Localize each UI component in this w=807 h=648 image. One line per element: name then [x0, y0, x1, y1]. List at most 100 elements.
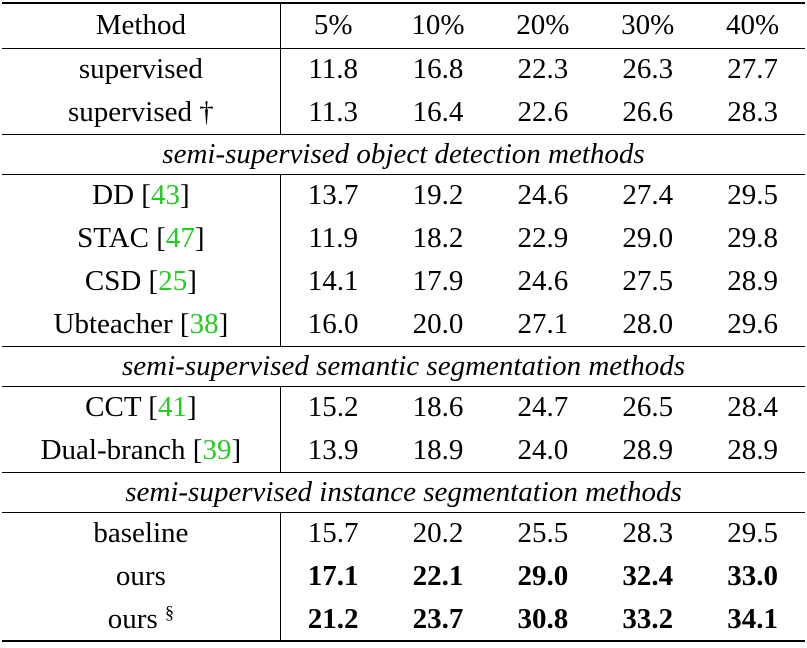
- cell: 22.6: [517, 95, 569, 128]
- method-name: STAC: [77, 222, 149, 254]
- cell: 28.9: [622, 433, 674, 466]
- section-mark: §: [164, 602, 174, 622]
- cell-bold: 29.0: [517, 560, 569, 592]
- citation-link[interactable]: 41: [157, 391, 187, 424]
- cell-bold: 22.1: [412, 560, 464, 592]
- cell: 22.9: [517, 222, 569, 254]
- cell: 27.1: [517, 307, 569, 340]
- cell: 15.7: [280, 511, 386, 555]
- cell: 27.4: [595, 173, 701, 217]
- cell-bold: 33.0: [727, 560, 778, 592]
- section-title: semi-supervised object detection methods: [2, 133, 805, 174]
- cell: 18.6: [385, 385, 491, 429]
- row-method: Ubteacher [38]: [2, 303, 281, 346]
- section-title: semi-supervised semantic segmentation me…: [2, 345, 805, 386]
- cell-bold: 33.2: [595, 598, 701, 642]
- cell: 28.4: [700, 385, 805, 429]
- header-col: 10%: [385, 2, 491, 48]
- cell: 11.9: [308, 222, 359, 254]
- header-col: 30%: [595, 2, 701, 48]
- cell: 27.7: [700, 47, 805, 91]
- cell: 13.7: [280, 173, 386, 217]
- cell: 11.3: [308, 95, 359, 128]
- cell: 29.5: [700, 511, 805, 555]
- cell-bold: 23.7: [385, 598, 491, 642]
- table-row: Ubteacher [38] 16.0 20.0 27.1 28.0 29.6: [2, 303, 805, 346]
- cell: 16.4: [412, 95, 464, 128]
- cell: 28.9: [727, 433, 778, 466]
- row-method: supervised †: [2, 91, 281, 134]
- cell: 16.8: [385, 47, 491, 91]
- cell: 28.3: [595, 511, 701, 555]
- table-row: baseline 15.7 20.2 25.5 28.3 29.5: [2, 511, 805, 555]
- header-col: 5%: [280, 2, 386, 48]
- method-name: ours: [107, 603, 158, 635]
- cell: 29.5: [700, 173, 805, 217]
- table-row: supervised † 11.3 16.4 22.6 26.6 28.3: [2, 91, 805, 134]
- cell: 15.2: [280, 385, 386, 429]
- cell-bold: 32.4: [622, 560, 674, 592]
- cell: 20.2: [385, 511, 491, 555]
- row-method: STAC [47]: [2, 217, 281, 260]
- method-name: DD: [92, 179, 135, 212]
- cell-bold: 30.8: [490, 598, 596, 642]
- citation-link[interactable]: 47: [165, 222, 195, 254]
- header-col: 40%: [700, 2, 805, 48]
- section-title: semi-supervised instance segmentation me…: [2, 471, 805, 512]
- cell: 29.6: [727, 307, 778, 340]
- row-method: CSD [25]: [2, 260, 281, 303]
- cell: 26.3: [595, 47, 701, 91]
- row-method: ours §: [2, 598, 281, 642]
- row-method: CCT [41]: [2, 385, 281, 429]
- row-method: baseline: [2, 511, 281, 555]
- cell: 14.1: [307, 265, 359, 297]
- citation-link[interactable]: 25: [158, 265, 188, 297]
- cell: 24.0: [517, 433, 569, 466]
- cell: 16.0: [307, 307, 359, 340]
- cell: 28.3: [727, 95, 778, 128]
- citation-link[interactable]: 38: [189, 307, 219, 340]
- cell: 13.9: [307, 433, 359, 466]
- cell: 29.8: [727, 222, 778, 254]
- table-row: STAC [47] 11.9 18.2 22.9 29.0 29.8: [2, 217, 805, 260]
- method-name: Ubteacher: [53, 307, 173, 340]
- cell: 24.6: [517, 265, 569, 297]
- table-row: ours § 21.2 23.7 30.8 33.2 34.1: [2, 598, 805, 642]
- cell-bold: 17.1: [307, 560, 359, 592]
- table-row: supervised 11.8 16.8 22.3 26.3 27.7: [2, 47, 805, 91]
- section-row: semi-supervised instance segmentation me…: [2, 471, 805, 512]
- cell: 18.9: [412, 433, 464, 466]
- cell: 25.5: [490, 511, 596, 555]
- header-method: Method: [2, 2, 281, 48]
- method-name: Dual-branch: [40, 433, 186, 466]
- table-row: Dual-branch [39] 13.9 18.9 24.0 28.9 28.…: [2, 429, 805, 472]
- header-col: 20%: [490, 2, 596, 48]
- table-row: ours 17.1 22.1 29.0 32.4 33.0: [2, 555, 805, 598]
- method-name: CSD: [84, 265, 142, 297]
- citation-link[interactable]: 43: [150, 179, 180, 212]
- cell: 26.6: [622, 95, 674, 128]
- citation-link[interactable]: 39: [202, 433, 232, 466]
- cell: 28.0: [622, 307, 674, 340]
- cell: 18.2: [412, 222, 464, 254]
- table-row: CCT [41] 15.2 18.6 24.7 26.5 28.4: [2, 385, 805, 429]
- cell-bold: 34.1: [700, 598, 805, 642]
- method-name: CCT: [85, 391, 142, 424]
- section-row: semi-supervised semantic segmentation me…: [2, 345, 805, 386]
- row-method: supervised: [2, 47, 281, 91]
- cell: 26.5: [595, 385, 701, 429]
- cell: 20.0: [412, 307, 464, 340]
- header-row: Method 5% 10% 20% 30% 40%: [2, 2, 805, 48]
- cell: 24.7: [490, 385, 596, 429]
- section-row: semi-supervised object detection methods: [2, 133, 805, 174]
- cell: 11.8: [280, 47, 386, 91]
- row-method: Dual-branch [39]: [2, 429, 281, 472]
- cell: 17.9: [412, 265, 464, 297]
- cell: 27.5: [622, 265, 674, 297]
- cell: 22.3: [490, 47, 596, 91]
- cell: 29.0: [622, 222, 674, 254]
- table-row: DD [43] 13.7 19.2 24.6 27.4 29.5: [2, 173, 805, 217]
- table-row: CSD [25] 14.1 17.9 24.6 27.5 28.9: [2, 260, 805, 303]
